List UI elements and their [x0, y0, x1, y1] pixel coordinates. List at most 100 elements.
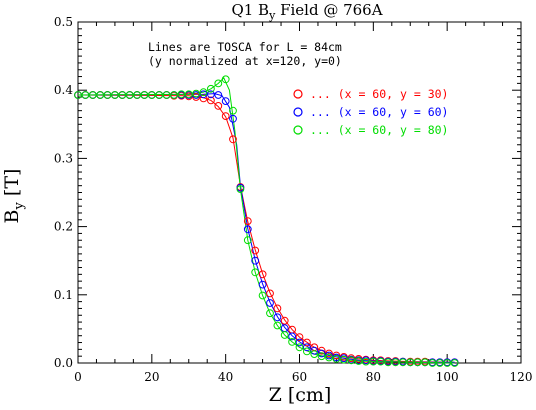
data-point-series-3	[155, 91, 164, 99]
data-point-series-3	[147, 91, 156, 99]
legend-label: ... (x = 60, y = 60)	[310, 105, 448, 119]
data-point-series-3	[428, 359, 437, 367]
chart-title: Q1 By Field @ 766A	[231, 1, 382, 22]
data-point-series-3	[421, 358, 429, 367]
data-point-series-3	[310, 350, 319, 359]
data-point-series-3	[96, 91, 105, 99]
data-point-series-3	[184, 90, 193, 99]
data-point-series-2	[243, 225, 252, 234]
data-point-series-3	[214, 79, 223, 88]
x-axis-label: Z [cm]	[269, 384, 332, 406]
data-point-series-2	[303, 343, 311, 352]
data-point-series-3	[317, 352, 326, 361]
x-tick-label: 40	[218, 370, 233, 384]
legend-marker	[293, 107, 303, 117]
data-point-series-3	[406, 358, 415, 367]
data-point-series-1	[251, 246, 260, 255]
data-point-series-3	[339, 355, 348, 364]
data-point-series-3	[362, 357, 370, 366]
legend-label: ... (x = 60, y = 30)	[310, 87, 448, 101]
x-tick-label: 80	[366, 370, 381, 384]
data-point-series-3	[170, 91, 178, 99]
data-point-series-3	[81, 91, 90, 99]
data-point-series-3	[236, 185, 245, 194]
data-point-series-3	[303, 347, 311, 356]
data-point-series-3	[221, 75, 230, 84]
data-point-series-3	[74, 91, 82, 99]
data-point-series-1	[192, 93, 201, 101]
data-point-series-2	[325, 351, 333, 360]
y-tick-label: 0.2	[54, 220, 73, 234]
annotation-text: (y normalized at x=120, y=0)	[148, 54, 342, 68]
data-point-series-3	[288, 338, 297, 346]
data-point-series-3	[273, 321, 282, 330]
x-tick-label: 60	[292, 370, 307, 384]
data-point-series-3	[295, 343, 304, 352]
y-tick-label: 0.1	[54, 288, 73, 302]
data-point-series-2	[207, 90, 215, 99]
data-point-series-3	[229, 106, 237, 115]
data-point-series-3	[435, 359, 444, 367]
data-point-series-1	[258, 270, 267, 279]
data-point-series-3	[376, 357, 385, 366]
data-point-series-1	[325, 349, 333, 358]
data-point-series-1	[303, 338, 311, 347]
data-point-series-2	[273, 313, 282, 322]
data-point-series-1	[266, 289, 274, 298]
data-point-series-2	[310, 346, 319, 355]
data-point-series-3	[243, 236, 252, 245]
data-point-series-2	[317, 349, 326, 358]
data-point-series-3	[354, 357, 363, 365]
data-point-series-3	[162, 91, 171, 99]
data-point-series-2	[214, 91, 223, 99]
data-point-series-3	[325, 353, 333, 362]
x-tick-label: 100	[436, 370, 459, 384]
data-point-series-3	[258, 291, 267, 300]
data-point-series-3	[280, 331, 289, 339]
data-point-series-1	[221, 112, 230, 120]
x-tick-label: 0	[74, 370, 82, 384]
data-point-series-1	[243, 217, 252, 226]
data-point-series-1	[332, 351, 341, 360]
data-point-series-1	[280, 316, 289, 325]
data-point-series-3	[192, 89, 201, 98]
data-point-series-3	[177, 90, 186, 99]
data-point-series-3	[207, 84, 215, 93]
y-tick-label: 0.3	[54, 151, 73, 165]
data-point-series-1	[199, 94, 208, 103]
data-point-series-3	[125, 91, 134, 99]
data-point-series-3	[88, 91, 97, 99]
data-point-series-3	[111, 91, 119, 99]
data-point-series-1	[317, 346, 326, 355]
data-point-series-2	[251, 256, 260, 265]
legend-label: ... (x = 60, y = 80)	[310, 123, 448, 137]
y-tick-label: 0.0	[54, 356, 73, 370]
data-point-series-1	[229, 135, 237, 144]
y-axis-label: By [T]	[1, 169, 27, 224]
data-point-series-3	[251, 268, 260, 277]
data-point-series-1	[273, 304, 282, 313]
y-tick-label: 0.5	[54, 15, 73, 29]
data-point-series-2	[266, 299, 274, 307]
data-point-series-3	[347, 356, 356, 365]
data-point-series-2	[229, 114, 237, 123]
data-point-series-3	[266, 309, 274, 318]
data-point-series-1	[295, 333, 304, 342]
data-point-series-3	[384, 358, 393, 367]
data-point-series-2	[295, 338, 304, 347]
legend-marker	[293, 89, 303, 99]
legend-marker	[293, 125, 303, 135]
y-tick-label: 0.4	[54, 83, 73, 97]
data-point-series-3	[413, 358, 422, 367]
data-point-series-3	[140, 91, 149, 99]
data-point-series-2	[288, 332, 297, 341]
data-point-series-3	[391, 358, 400, 367]
data-point-series-3	[118, 91, 127, 99]
data-point-series-3	[199, 88, 208, 97]
x-tick-label: 120	[510, 370, 533, 384]
data-point-series-3	[443, 359, 452, 367]
data-point-series-3	[450, 359, 459, 367]
